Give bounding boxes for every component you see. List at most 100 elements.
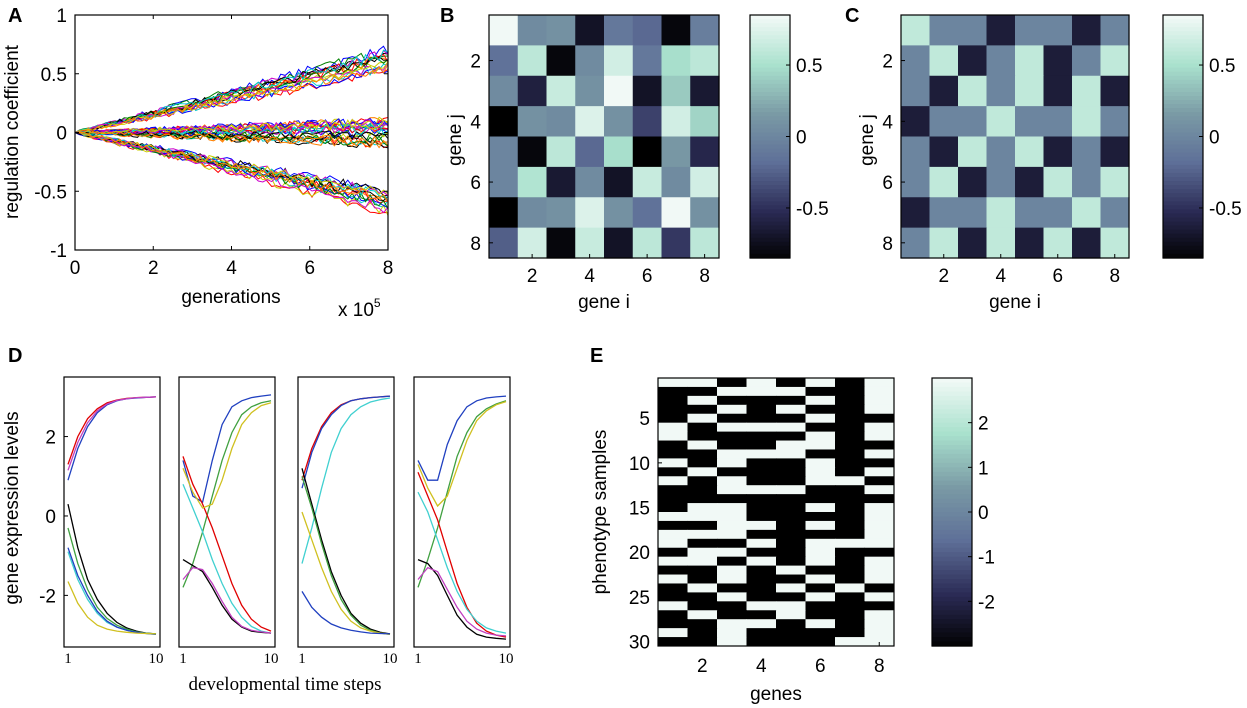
- panel-e-cell: [687, 565, 718, 576]
- panel-c-cell: [1100, 136, 1130, 168]
- panel-e-cell: [717, 458, 747, 468]
- colorbar-swatch: [932, 471, 972, 477]
- panel-e-ytick-label: 10: [629, 454, 650, 475]
- panel-e-cell: [835, 520, 865, 531]
- colorbar-swatch: [750, 112, 790, 117]
- panel-a-ytick-label: -1: [50, 241, 67, 262]
- colorbar-swatch: [750, 96, 790, 101]
- colorbar-swatch: [1163, 120, 1203, 125]
- panel-e-cell: [746, 476, 777, 486]
- panel-d-xtick-label: 1: [414, 651, 422, 667]
- panel-c-cell: [901, 45, 931, 77]
- panel-e-xtick-label: 4: [756, 656, 767, 677]
- colorbar-swatch: [750, 144, 790, 150]
- panel-e-cell: [687, 512, 718, 522]
- panel-d-series-line: [301, 511, 391, 635]
- colorbar-swatch: [932, 623, 972, 629]
- colorbar-swatch: [750, 87, 790, 93]
- panel-e-cell: [864, 538, 895, 549]
- panel-c-cell: [1072, 45, 1102, 77]
- panel-e-cell: [864, 547, 895, 558]
- colorbar-swatch: [932, 512, 972, 518]
- colorbar-swatch: [1163, 108, 1203, 113]
- panel-e-cell: [864, 386, 895, 397]
- panel-e-cell: [776, 565, 806, 576]
- panel-e-cell: [835, 565, 865, 576]
- colorbar-swatch: [1163, 124, 1203, 129]
- colorbar-swatch: [750, 201, 790, 206]
- panel-e-cell: [835, 628, 865, 638]
- colorbar-swatch: [932, 570, 972, 576]
- colorbar-swatch: [932, 480, 972, 486]
- panel-c-cell: [901, 227, 931, 259]
- panel-e-ytick-label: 30: [629, 633, 650, 654]
- panel-b-cell: [546, 106, 576, 138]
- panel-d-series-line: [182, 402, 272, 509]
- panel-c-cell: [1015, 75, 1045, 107]
- panel-e-cell: [864, 378, 895, 388]
- colorbar-swatch: [750, 253, 790, 259]
- panel-e-cell: [805, 565, 836, 576]
- panel-e-cell: [687, 520, 718, 531]
- colorbar-swatch: [932, 462, 972, 468]
- colorbar-swatch: [750, 91, 790, 97]
- colorbar-swatch: [1163, 47, 1203, 53]
- panel-e-cell: [776, 583, 806, 593]
- colorbar-swatch: [932, 579, 972, 585]
- panel-b-cell: [604, 197, 634, 229]
- colorbar-swatch: [932, 489, 972, 495]
- colorbar-swatch: [1163, 225, 1203, 231]
- panel-a-series-line: [74, 132, 389, 215]
- panel-c-cell: [929, 45, 959, 77]
- panel-e-cell: [864, 574, 895, 584]
- panel-d-series-line: [301, 395, 391, 481]
- panel-d-series-line: [417, 566, 507, 637]
- panel-e-cell: [717, 538, 747, 549]
- panel-e-cell: [717, 413, 747, 424]
- colorbar-swatch: [1163, 168, 1203, 174]
- colorbar-swatch: [932, 395, 972, 401]
- panel-e-cell: [687, 574, 718, 584]
- panel-a-xtick-label: 0: [70, 258, 81, 279]
- panel-e-cell: [776, 458, 806, 468]
- colorbar-swatch: [750, 104, 790, 109]
- panel-c-cell: [1072, 136, 1102, 168]
- panel-e-cell: [658, 386, 688, 397]
- panel-e-cell: [658, 485, 688, 495]
- panel-e-xtick-label: 2: [697, 656, 708, 677]
- colorbar-swatch: [1163, 245, 1203, 251]
- colorbar-swatch: [1163, 63, 1203, 69]
- panel-e-cell: [805, 386, 836, 397]
- panel-e-cell: [805, 592, 836, 602]
- panel-e-cell: [687, 440, 718, 450]
- panel-e-cell: [746, 529, 777, 540]
- panel-e-cell: [687, 503, 718, 513]
- panel-e-cell: [687, 404, 718, 415]
- panel-e-cell: [864, 485, 895, 495]
- colorbar-swatch: [1163, 253, 1203, 259]
- panel-e-cell: [805, 476, 836, 486]
- panel-e-cell: [805, 440, 836, 450]
- panel-e-cell: [687, 467, 718, 477]
- panel-a-series-line: [74, 130, 389, 147]
- colorbar-tick-label: -2: [978, 592, 995, 613]
- colorbar-swatch: [932, 467, 972, 473]
- panel-c-cell: [958, 15, 988, 46]
- panel-e-cell: [864, 556, 895, 567]
- panel-e-cell: [746, 413, 777, 424]
- panel-e-cell: [687, 610, 718, 620]
- panel-b-cell: [575, 136, 605, 168]
- panel-e-xtick-label: 6: [815, 656, 826, 677]
- panel-d-ytick-label: 0: [45, 507, 56, 528]
- panel-c-cell: [1015, 45, 1045, 77]
- panel-c-cell: [986, 15, 1016, 46]
- panel-c-cell: [1015, 136, 1045, 168]
- panel-e-cell: [835, 574, 865, 584]
- panel-e-cell: [805, 538, 836, 549]
- colorbar-swatch: [932, 520, 972, 526]
- colorbar-swatch: [750, 241, 790, 247]
- panel-c-colorbar: 0.5 0 -0.5: [1162, 14, 1242, 259]
- panel-a-series-line: [74, 52, 389, 133]
- panel-e-cell: [864, 565, 895, 576]
- panel-b-cell: [690, 136, 720, 168]
